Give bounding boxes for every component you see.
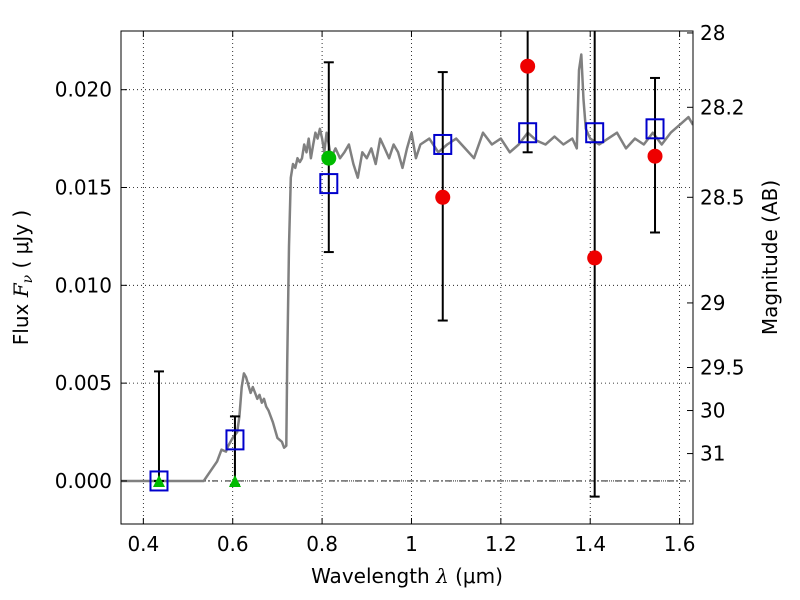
tick-labels: 0.4 0.6 0.8 1 1.2 1.4 1.6 0.000 0.005 0.010 0.015 0… [55,21,745,556]
x-tick-label: 1.2 [485,532,517,556]
plot-content [121,31,693,498]
y2-tick-label: 28.2 [700,95,745,119]
red-point [647,148,663,164]
model-spectrum-line [121,53,693,483]
grid [121,31,693,524]
y-tick-label: 0.015 [55,176,112,200]
x-tick-label: 1 [405,532,418,556]
y2-tick-label: 31 [700,442,725,466]
square-marker [225,429,245,451]
x-axis-title: Wavelength λ (μm) [311,564,503,588]
y2-tick-label: 29 [700,291,725,315]
y-tick-label: 0.000 [55,469,112,493]
axis-ticks [121,31,693,524]
green-markers [152,150,337,487]
square-marker [149,470,169,492]
green-point [321,150,337,166]
square-markers [149,118,665,492]
red-circle-markers [435,58,663,266]
plot-frame [120,30,694,525]
square-marker [319,173,339,195]
x-tick-label: 1.6 [664,532,696,556]
y-tick-label: 0.020 [55,78,112,102]
square-marker [645,118,665,140]
x-tick-label: 0.8 [306,532,338,556]
green-triangle [228,474,241,487]
red-point [520,58,536,74]
square-marker [433,133,453,155]
y2-tick-label: 28 [700,21,725,45]
y-tick-label: 0.010 [55,273,112,297]
y2-tick-label: 28.5 [700,185,745,209]
red-point [587,250,603,266]
x-tick-label: 0.6 [217,532,249,556]
secondary-y-axis-title: Magnitude (AB) [758,180,782,335]
x-tick-label: 0.4 [127,532,159,556]
green-triangle [152,474,165,487]
y-tick-label: 0.005 [55,371,112,395]
square-marker [518,122,538,144]
square-marker [585,122,605,144]
y2-tick-label: 29.5 [700,355,745,379]
x-tick-label: 1.4 [574,532,606,556]
y2-tick-label: 30 [700,399,725,423]
red-point [435,189,451,205]
y-axis-title: Flux Fν ( μJy ) [9,210,36,345]
